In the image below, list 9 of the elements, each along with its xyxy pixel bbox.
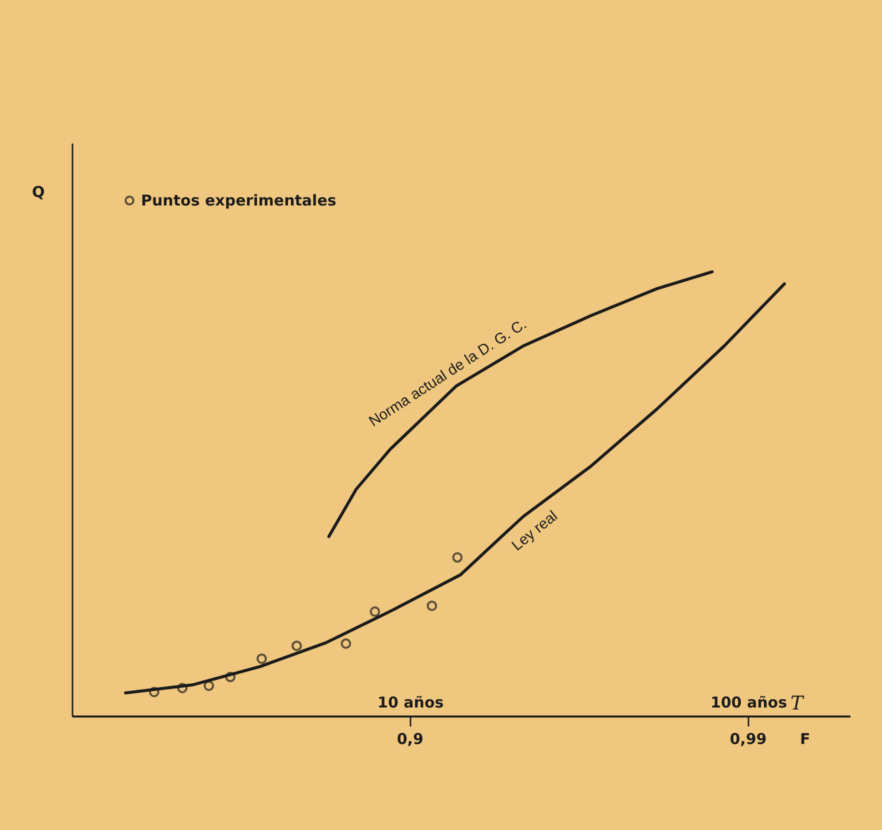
text: 0,9 [396, 730, 424, 748]
text: Q [32, 183, 45, 201]
legend-label: Puntos experimentales [141, 192, 336, 210]
x-axis-title: T [790, 692, 804, 714]
text: Ley real [508, 508, 561, 554]
text: F [800, 730, 810, 748]
x-tick-label: 10 años [378, 694, 444, 712]
text: 0,99 [730, 730, 767, 748]
x-tick-label: 100 años [710, 694, 788, 712]
